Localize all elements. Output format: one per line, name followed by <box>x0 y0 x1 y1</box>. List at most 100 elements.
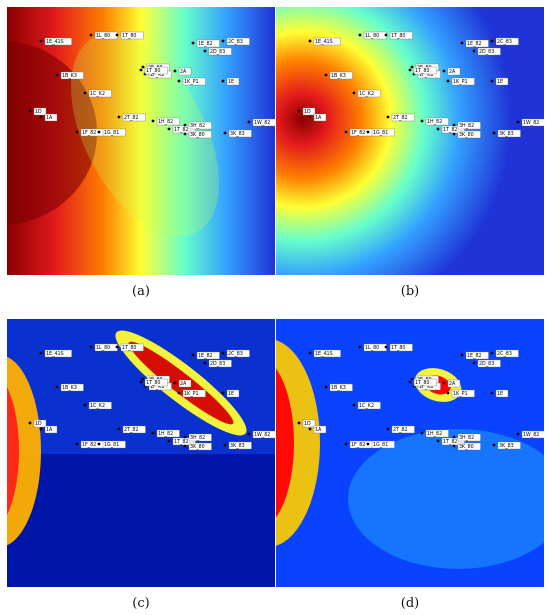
caption-a: (a) <box>132 284 150 299</box>
panel-d-label-text-25: 3K_83 <box>499 443 514 449</box>
panel-d-label-3: 1T_80 <box>384 343 413 351</box>
panel-d-label-box-1 <box>313 349 341 358</box>
panel-d-label-box-5 <box>451 389 475 398</box>
panel-b-label-1: 1E_41S <box>308 37 341 45</box>
panel-b-label-text-10: 1A <box>315 115 322 121</box>
panel-c-label-text-9: 1D <box>35 421 42 427</box>
panel-b-label-box-25 <box>497 129 521 138</box>
panel-d-label-text-2: 1L_80 <box>365 345 379 351</box>
panel-d-label-23: 3K_80 <box>452 442 481 451</box>
caption-d: (d) <box>400 596 420 611</box>
panel-b-label-box-7 <box>329 71 353 80</box>
panel-a-heatmap: 1E_41S1L_801T_802E_801K_P11F_K11B_K31C_K… <box>7 7 275 275</box>
panel-c-label-18: 2A <box>173 379 192 387</box>
panel-a-label-box-1 <box>44 37 72 46</box>
panel-c-label-dot-21 <box>117 427 121 431</box>
panel-b-label-text-8: 1C_K2 <box>359 91 374 97</box>
panel-c-label-box-7 <box>60 383 84 392</box>
panel-c-label-box-12 <box>102 440 126 449</box>
panel-a-canvas: 1E_41S1L_801T_802E_801K_P11F_K11B_K31C_K… <box>7 7 275 275</box>
panel-b-label-text-5: 1K_P1 <box>453 79 468 85</box>
panel-a-label-text-24: 1W_82 <box>254 120 270 126</box>
panel-c-label-text-21: 2T_82 <box>124 427 138 433</box>
panel-b-label-dot-19 <box>490 79 494 83</box>
panel-d-label-text-10: 1A <box>315 427 322 433</box>
panel-c-label-text-2: 1L_80 <box>96 345 110 351</box>
panel-c-label-dot-8 <box>83 403 87 407</box>
panel-a-label-17: 2C_83 <box>221 37 250 45</box>
panel-a-label-8: 1C_K2 <box>83 89 112 98</box>
panel-b-label-dot-20 <box>408 68 412 72</box>
panel-b-label-dot-9 <box>297 109 301 113</box>
panel-c-label-16: 2D_83 <box>203 359 232 367</box>
panel-c-label-dot-20 <box>139 380 143 384</box>
panel-a-label-dot-16 <box>203 49 207 53</box>
panel-c-label-text-11: 1F_82 <box>82 442 96 448</box>
panel-b-label-dot-5 <box>446 79 450 83</box>
panel-b-label-text-9: 1D <box>304 109 311 115</box>
panel-c-label-dot-17 <box>221 351 225 355</box>
panel-d-label-15: 1E_82 <box>460 351 489 360</box>
panel-a-label-text-14: 1H_82 <box>158 119 173 125</box>
panel-c-label-14: 1H_82 <box>151 429 180 437</box>
panel-b-label-box-5 <box>451 77 475 86</box>
panel-d-label-7: 1B_K3 <box>324 383 353 391</box>
panel-d-label-9: 1D <box>297 419 316 427</box>
panel-d-label-box-23 <box>457 442 481 451</box>
panel-a-label-dot-18 <box>173 69 177 73</box>
panel-b-label-text-22: 3H_82 <box>459 123 474 129</box>
panel-b-canvas: 1E_41S1L_801T_802E_801K_P11F_K11B_K31C_K… <box>276 7 544 275</box>
panel-a-label-box-5 <box>182 77 206 86</box>
panel-a-label-10: 1A <box>39 113 58 121</box>
panel-b-label-dot-16 <box>472 49 476 53</box>
panel-a-label-dot-1 <box>39 39 43 43</box>
panel-a-label-text-13: 1T_82 <box>174 127 188 133</box>
panel-c-label-text-20: 1T_80 <box>146 380 160 386</box>
panel-b-label-10: 1A <box>308 113 327 121</box>
panel-d-label-21: 2T_82 <box>386 425 415 433</box>
panel-c-label-text-5: 1K_P1 <box>184 391 199 397</box>
panel-d-label-dot-21 <box>386 427 390 431</box>
panel-c-label-box-25 <box>228 441 252 450</box>
panel-d-label-19: 1E <box>490 389 509 397</box>
panel-a-label-24: 1W_82 <box>247 118 275 126</box>
panel-c-label-dot-9 <box>28 421 32 425</box>
panel-d-label-text-20: 1T_80 <box>415 380 429 386</box>
panel-a-label-dot-9 <box>28 109 32 113</box>
panel-d-label-dot-11 <box>344 442 348 446</box>
panel-b-label-dot-21 <box>386 115 390 119</box>
panel-d-label-text-23: 3K_80 <box>459 444 474 450</box>
panel-c-label-22: 3H_82 <box>183 433 212 441</box>
panel-a-label-box-9 <box>33 107 47 116</box>
panel-a-label-text-1: 1E_41S <box>46 39 64 45</box>
panel-b-label-text-25: 3K_83 <box>499 131 514 137</box>
panel-d-label-dot-20 <box>408 380 412 384</box>
panel-d-label-box-24 <box>521 430 544 439</box>
panel-d-label-25: 3K_83 <box>492 441 521 449</box>
panel-c-label-dot-1 <box>39 351 43 355</box>
panel-a-label-text-22: 3H_82 <box>190 123 205 129</box>
panel-c-label-text-16: 2D_83 <box>210 361 225 367</box>
panel-d-label-dot-4 <box>410 377 414 381</box>
panel-b-label-dot-14 <box>420 119 424 123</box>
panel-d-label-dot-16 <box>472 361 476 365</box>
panel-d-label-dot-1 <box>308 351 312 355</box>
panel-b-label-text-24: 1W_82 <box>523 120 539 126</box>
panel-b-label-box-12 <box>371 128 395 137</box>
panel-a-label-dot-22 <box>183 123 187 127</box>
panel-c-label-dot-13 <box>167 439 171 443</box>
panel-d-label-17: 2C_83 <box>490 349 519 357</box>
panel-c-label-text-22: 3H_82 <box>190 435 205 441</box>
panel-a-label-box-8 <box>88 89 112 98</box>
panel-d-label-box-22 <box>457 433 481 442</box>
panel-b-label-15: 1E_82 <box>460 39 489 47</box>
panel-d-label-20: 1T_80 <box>408 378 437 386</box>
panel-b-label-dot-23 <box>452 132 456 136</box>
panel-d-label-box-15 <box>465 351 489 360</box>
panel-d-label-box-12 <box>371 440 395 449</box>
panel-c-label-box-8 <box>88 401 112 410</box>
panel-a-label-box-7 <box>60 71 84 80</box>
panel-b-label-text-18: 2A <box>449 69 456 75</box>
panel-b-label-text-23: 3K_80 <box>459 132 474 138</box>
panel-a-label-text-23: 3K_80 <box>190 132 205 138</box>
